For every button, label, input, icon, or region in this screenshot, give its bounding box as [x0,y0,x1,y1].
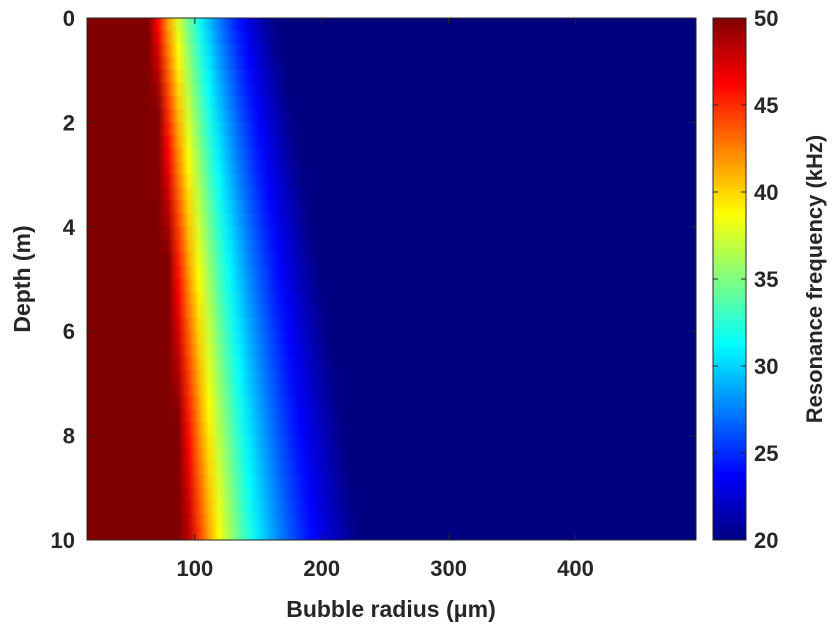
heatmap-strip [87,357,696,371]
heatmap-strip [87,513,696,528]
heatmap-strip [87,187,696,201]
heatmap-strip [87,383,696,397]
heatmap-strip [87,161,696,175]
heatmap-strip [87,82,696,97]
heatmap-strip [87,448,696,462]
heatmap-strip [87,487,696,502]
heatmap-strip [87,343,696,358]
y-tick-label: 2 [63,110,75,135]
heatmap-strip [87,56,696,71]
x-axis-label: Bubble radius (μm) [286,596,496,622]
heatmap-strip [87,265,696,280]
colorbar-label: Resonance frequency (kHz) [802,135,827,424]
colorbar-tick-label: 50 [754,6,778,31]
y-tick-label: 0 [63,6,75,31]
heatmap-strip [87,213,696,228]
x-tick-label: 200 [303,556,340,581]
heatmap-strip [87,291,696,306]
x-axis: 100 200 300 400 [176,18,594,581]
heatmap-strip [87,135,696,149]
x-tick-label: 300 [430,556,467,581]
heatmap-strip [87,252,696,267]
heatmap-strip [87,526,696,540]
y-tick-label: 10 [51,528,75,553]
heatmap-strip [87,148,696,162]
y-tick-label: 4 [63,215,76,240]
heatmap-strip [87,200,696,215]
plot-area-frame [86,17,697,541]
heatmap-strip [87,396,696,410]
colorbar-tick-label: 30 [754,354,778,379]
heatmap-strip [87,43,696,58]
colorbar-tick-label: 20 [754,528,778,553]
y-tick-label: 6 [63,319,75,344]
heatmap-strip [87,18,696,32]
heatmap-strip [87,409,696,423]
colorbar-tick-label: 35 [754,267,778,292]
colorbar [713,18,746,540]
colorbar-ticks: 20 25 30 35 40 45 50 [713,6,778,553]
y-axis: 0 2 4 6 8 10 [51,6,696,553]
heatmap-strip [87,304,696,319]
heatmap-strip [87,370,696,384]
heatmap-strip [87,226,696,241]
heatmap-strip [87,330,696,345]
heatmap-strip [87,278,696,293]
y-axis-label: Depth (m) [9,225,35,332]
x-tick-label: 100 [176,556,213,581]
heatmap-strip [87,239,696,254]
colorbar-tick-label: 40 [754,180,778,205]
heatmap-strip [87,435,696,449]
heatmap-strip [87,500,696,515]
heatmap-strip [87,30,696,45]
heatmap-strip [87,122,696,136]
heatmap-strip [87,109,696,123]
heatmap-strip [87,96,696,110]
heatmap-strip [87,422,696,436]
heatmap-strip [87,69,696,84]
y-tick-label: 8 [63,424,75,449]
x-tick-label: 400 [557,556,594,581]
colorbar-tick-label: 25 [754,441,778,466]
heatmap-strip [87,474,696,489]
heatmap-strip [87,174,696,188]
heatmap-strip [87,461,696,476]
heatmap [87,18,696,540]
colorbar-tick-label: 45 [754,93,778,118]
heatmap-strip [87,317,696,332]
colorbar-gradient [713,18,746,540]
